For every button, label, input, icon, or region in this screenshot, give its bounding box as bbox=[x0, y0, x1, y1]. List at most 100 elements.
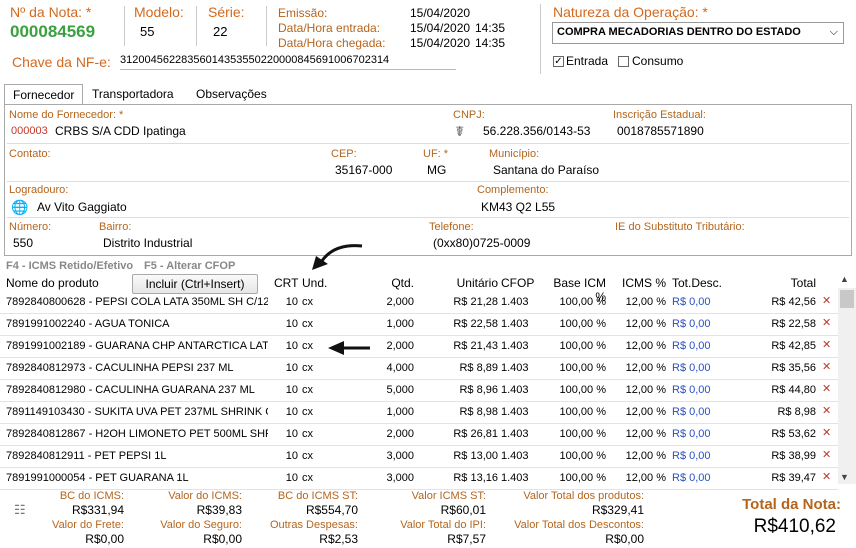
complemento-value[interactable]: KM43 Q2 L55 bbox=[481, 200, 556, 214]
cell-nome: 7891991002189 - GUARANA CHP ANTARCTICA L… bbox=[6, 340, 268, 352]
scrollbar-thumb[interactable] bbox=[840, 290, 854, 308]
tab-transportadora[interactable]: Transportadora bbox=[92, 87, 174, 101]
cell-nome: 7891991002240 - AGUA TONICA bbox=[6, 318, 170, 330]
ie-value[interactable]: 0018785571890 bbox=[617, 124, 704, 138]
cnpj-value[interactable]: 56.228.356/0143-53 bbox=[483, 124, 591, 138]
table-row[interactable]: 7891991002189 - GUARANA CHP ANTARCTICA L… bbox=[0, 336, 838, 358]
serie-value[interactable]: 22 bbox=[213, 24, 228, 39]
col-qtd[interactable]: Qtd. bbox=[391, 276, 414, 290]
delete-row-icon[interactable]: ✕ bbox=[822, 317, 832, 329]
consumo-checkbox[interactable] bbox=[618, 56, 629, 67]
cell-crt: 10 bbox=[285, 472, 298, 484]
col-nome[interactable]: Nome do produto bbox=[6, 276, 99, 290]
delete-row-icon[interactable]: ✕ bbox=[822, 295, 832, 307]
cell-base: 100,00 % bbox=[559, 428, 606, 440]
col-tot-desc[interactable]: Tot.Desc. bbox=[672, 276, 723, 290]
cell-cfop: 1.403 bbox=[501, 450, 529, 462]
delete-row-icon[interactable]: ✕ bbox=[822, 449, 832, 461]
valor-st-value: R$60,01 bbox=[440, 503, 486, 517]
telefone-label: Telefone: bbox=[429, 221, 474, 233]
cell-base: 100,00 % bbox=[559, 384, 606, 396]
chave-field[interactable]: 3120045622835601435355022000084569100670… bbox=[120, 54, 456, 70]
entrada-date[interactable]: 15/04/2020 bbox=[410, 21, 471, 35]
table-row[interactable]: 7891991002240 - AGUA TONICA 10 cx 1,000 R$ 2… bbox=[0, 314, 838, 336]
consumo-checkbox-label: Consumo bbox=[632, 54, 684, 68]
col-total[interactable]: Total bbox=[790, 276, 816, 290]
cep-value[interactable]: 35167-000 bbox=[335, 163, 393, 177]
col-cfop[interactable]: CFOP bbox=[501, 276, 535, 290]
col-icms[interactable]: ICMS % bbox=[621, 276, 666, 290]
cell-total: R$ 22,58 bbox=[771, 318, 816, 330]
cell-total: R$ 38,99 bbox=[771, 450, 816, 462]
table-row[interactable]: 7892840800628 - PEPSI COLA LATA 350ML SH… bbox=[0, 292, 838, 314]
f4-shortcut[interactable]: F4 - ICMS Retido/Efetivo bbox=[6, 260, 134, 272]
chegada-date[interactable]: 15/04/2020 bbox=[410, 36, 471, 50]
fornecedor-nome-label: Nome do Fornecedor: * bbox=[9, 109, 124, 121]
natureza-label: Natureza da Operação: * bbox=[553, 4, 708, 20]
cell-cfop: 1.403 bbox=[501, 340, 529, 352]
paw-icon[interactable]: ☤ bbox=[455, 123, 465, 139]
cell-crt: 10 bbox=[285, 384, 298, 396]
bairro-value[interactable]: Distrito Industrial bbox=[103, 236, 193, 250]
tab-fornecedor[interactable]: Fornecedor bbox=[4, 84, 84, 105]
cell-icms: 12,00 % bbox=[625, 318, 666, 330]
modelo-value[interactable]: 55 bbox=[140, 24, 155, 39]
table-row[interactable]: 7892840812867 - H2OH LIMONETO PET 500ML … bbox=[0, 424, 838, 446]
cell-cfop: 1.403 bbox=[501, 362, 529, 374]
entrada-checkbox-label: Entrada bbox=[566, 54, 609, 68]
delete-row-icon[interactable]: ✕ bbox=[822, 361, 832, 373]
cell-qtd: 1,000 bbox=[386, 318, 414, 330]
entrada-time[interactable]: 14:35 bbox=[475, 21, 506, 35]
cell-cfop: 1.403 bbox=[501, 296, 529, 308]
tree-icon[interactable]: ☷ bbox=[14, 502, 26, 517]
cell-base: 100,00 % bbox=[559, 406, 606, 418]
cell-qtd: 3,000 bbox=[386, 472, 414, 484]
emissao-value[interactable]: 15/04/2020 bbox=[410, 6, 471, 20]
f5-shortcut[interactable]: F5 - Alterar CFOP bbox=[144, 260, 236, 272]
tab-observacoes[interactable]: Observações bbox=[196, 87, 267, 101]
col-base-icm[interactable]: Base ICM % bbox=[553, 276, 606, 304]
scroll-up-icon[interactable]: ▲ bbox=[840, 274, 849, 284]
table-row[interactable]: 7891149103430 - SUKITA UVA PET 237ML SHR… bbox=[0, 402, 838, 424]
cell-base: 100,00 % bbox=[559, 296, 606, 308]
col-crt[interactable]: CRT bbox=[274, 276, 299, 290]
cell-desc: R$ 0,00 bbox=[672, 450, 711, 462]
complemento-label: Complemento: bbox=[477, 184, 549, 196]
entrada-checkbox[interactable]: ✓ bbox=[553, 56, 564, 67]
grid-scrollbar[interactable]: ▲ ▼ bbox=[838, 274, 856, 484]
cell-desc: R$ 0,00 bbox=[672, 340, 711, 352]
table-row[interactable]: 7892840812980 - CACULINHA GUARANA 237 ML… bbox=[0, 380, 838, 402]
cell-nome: 7892840812867 - H2OH LIMONETO PET 500ML … bbox=[6, 428, 268, 440]
delete-row-icon[interactable]: ✕ bbox=[822, 383, 832, 395]
cell-cfop: 1.403 bbox=[501, 472, 529, 484]
incluir-button[interactable]: Incluir (Ctrl+Insert) bbox=[132, 274, 258, 294]
telefone-value[interactable]: (0xx80)0725-0009 bbox=[433, 236, 531, 250]
cell-und: cx bbox=[302, 340, 313, 352]
delete-row-icon[interactable]: ✕ bbox=[822, 405, 832, 417]
fornecedor-nome[interactable]: CRBS S/A CDD Ipatinga bbox=[55, 124, 186, 138]
fornecedor-code[interactable]: 000003 bbox=[11, 125, 48, 137]
delete-row-icon[interactable]: ✕ bbox=[822, 471, 832, 483]
cell-total: R$ 53,62 bbox=[771, 428, 816, 440]
delete-row-icon[interactable]: ✕ bbox=[822, 427, 832, 439]
logradouro-value[interactable]: Av Vito Gaggiato bbox=[37, 200, 127, 214]
uf-value[interactable]: MG bbox=[427, 163, 447, 177]
total-produtos-value: R$329,41 bbox=[591, 503, 644, 517]
municipio-value[interactable]: Santana do Paraíso bbox=[493, 163, 600, 177]
table-row[interactable]: 7892840812911 - PET PEPSI 1L 10 cx 3,000 R$ … bbox=[0, 446, 838, 468]
total-nota-value: R$410,62 bbox=[753, 516, 836, 537]
scroll-down-icon[interactable]: ▼ bbox=[840, 472, 849, 482]
natureza-select[interactable]: COMPRA MECADORIAS DENTRO DO ESTADO ⌵ bbox=[552, 22, 844, 44]
cell-unit: R$ 26,81 bbox=[453, 428, 498, 440]
col-und[interactable]: Und. bbox=[302, 276, 328, 290]
col-unitario[interactable]: Unitário bbox=[456, 276, 498, 290]
numero-value[interactable]: 550 bbox=[13, 236, 34, 250]
table-row[interactable]: 7891991000054 - PET GUARANA 1L 10 cx 3,000 R… bbox=[0, 468, 838, 490]
delete-row-icon[interactable]: ✕ bbox=[822, 339, 832, 351]
table-row[interactable]: 7892840812973 - CACULINHA PEPSI 237 ML 10… bbox=[0, 358, 838, 380]
globe-icon[interactable]: 🌐 bbox=[11, 199, 29, 215]
chegada-time[interactable]: 14:35 bbox=[475, 36, 506, 50]
cell-und: cx bbox=[302, 362, 313, 374]
nota-number[interactable]: 000084569 bbox=[10, 22, 96, 41]
cell-cfop: 1.403 bbox=[501, 318, 529, 330]
